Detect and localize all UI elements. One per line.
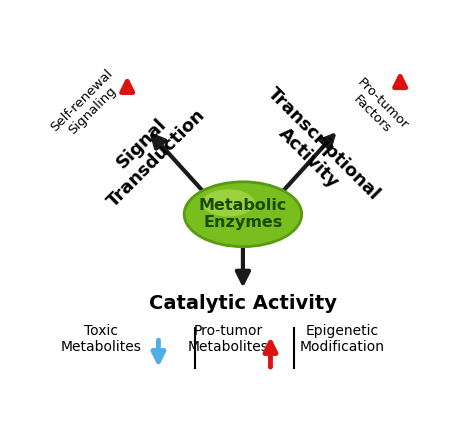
Text: Toxic
Metabolites: Toxic Metabolites <box>61 324 142 354</box>
Text: Epigenetic
Modification: Epigenetic Modification <box>300 324 384 354</box>
Text: Catalytic Activity: Catalytic Activity <box>149 294 337 313</box>
Ellipse shape <box>184 182 301 247</box>
Text: Pro-tumor
Factors: Pro-tumor Factors <box>344 75 410 142</box>
Text: Signal
Transduction: Signal Transduction <box>90 91 209 211</box>
Ellipse shape <box>202 189 255 216</box>
Text: Transcriptional
Activity: Transcriptional Activity <box>249 84 383 218</box>
Text: Pro-tumor
Metabolites: Pro-tumor Metabolites <box>188 324 269 354</box>
Text: Metabolic
Enzymes: Metabolic Enzymes <box>199 198 287 230</box>
Text: Self-renewal
Signaling: Self-renewal Signaling <box>48 67 126 144</box>
